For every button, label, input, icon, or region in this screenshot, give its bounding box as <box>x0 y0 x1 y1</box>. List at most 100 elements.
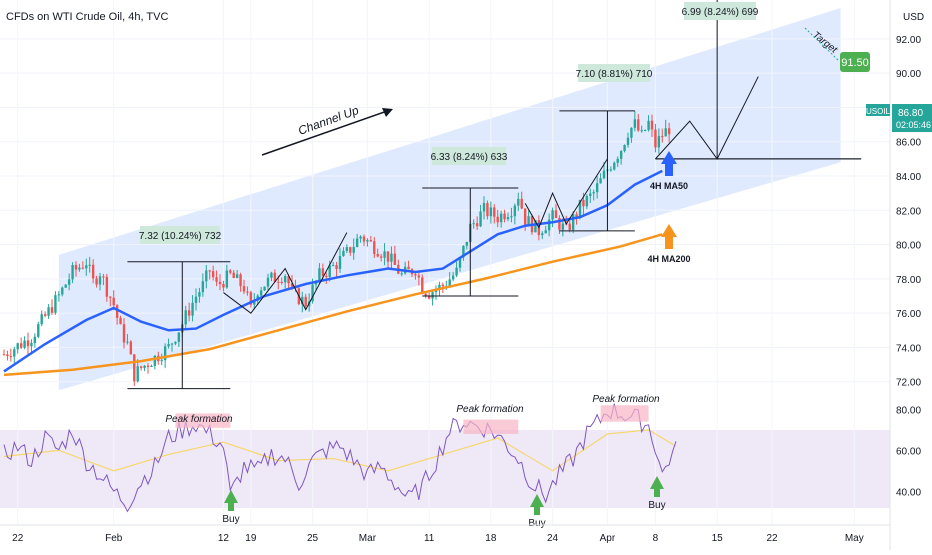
candle-body <box>64 284 67 288</box>
price-tick-label: 90.00 <box>896 69 921 80</box>
candle-body <box>95 278 98 285</box>
price-tick-label: 78.00 <box>896 275 921 286</box>
peak-formation-label-2: Peak formation <box>456 404 524 415</box>
ma200-line <box>3 233 663 377</box>
candle-body <box>630 127 633 138</box>
candle-body <box>496 216 499 223</box>
rsi-tick-label: 80.00 <box>896 405 921 416</box>
price-tick-label: 76.00 <box>896 309 921 320</box>
price-tick-label: 72.00 <box>896 378 921 389</box>
candle-body <box>2 354 6 356</box>
candle-body <box>19 343 23 348</box>
rsi-ticks: 80.00 60.00 40.00 <box>896 405 921 498</box>
rsi-ma-line <box>3 429 677 472</box>
candle-body <box>54 295 57 313</box>
candle-body <box>650 120 654 130</box>
peak-formation-label-1: Peak formation <box>165 414 233 425</box>
candle-body <box>126 341 129 343</box>
candle-body <box>462 245 465 258</box>
candle-body <box>626 137 630 145</box>
candle-body <box>160 360 163 362</box>
candle-body <box>571 214 575 230</box>
time-tick-label: 8 <box>653 533 659 544</box>
candle-body <box>74 264 78 270</box>
candle-body <box>205 270 208 282</box>
measure-label-1: 7.32 (10.24%) 732 <box>139 231 222 242</box>
symbol-badge <box>866 104 890 116</box>
grid-lines <box>0 0 890 525</box>
price-tick-label: 80.00 <box>896 241 921 252</box>
candle-body <box>379 256 383 258</box>
candle-body <box>133 354 136 382</box>
candle-body <box>575 214 578 217</box>
candle-body <box>623 144 626 152</box>
last-price-badge <box>892 104 932 132</box>
candle-body <box>647 120 650 130</box>
candle-body <box>589 193 592 196</box>
candle-body <box>520 198 523 209</box>
candle-body <box>325 275 328 277</box>
candle-body <box>503 213 506 220</box>
candle-body <box>98 276 102 285</box>
candle-body <box>499 213 503 223</box>
ma50-arrow <box>661 151 677 176</box>
channel-arrow-line <box>261 109 391 156</box>
candle-body <box>561 223 565 230</box>
candle-body <box>441 284 445 287</box>
candle-body <box>393 253 397 265</box>
candle-body <box>558 218 561 230</box>
candle-body <box>112 297 115 306</box>
candle-body <box>331 265 335 267</box>
candle-body <box>321 268 325 276</box>
buy-label-2: Buy <box>528 518 545 529</box>
candle-body <box>465 241 469 246</box>
candle-body <box>345 247 349 251</box>
candle-body <box>455 267 458 276</box>
candle-body <box>143 365 146 369</box>
target-value: 91.50 <box>841 57 869 69</box>
candle-body <box>301 296 304 305</box>
candle-body <box>438 284 441 290</box>
candle-body <box>472 223 475 225</box>
candle-body <box>235 274 239 279</box>
candle-body <box>40 314 43 325</box>
candle-body <box>13 349 16 357</box>
candle-body <box>194 296 198 303</box>
candle-body <box>211 271 215 278</box>
candle-body <box>664 128 667 137</box>
candle-body <box>119 317 122 325</box>
candle-body <box>637 119 640 131</box>
candle-body <box>273 272 277 282</box>
symbol-label: USOIL <box>866 107 891 116</box>
candle-body <box>129 341 133 355</box>
candle-body <box>81 267 85 269</box>
measure-box-4 <box>684 2 756 20</box>
candle-body <box>633 119 637 128</box>
price-axis[interactable] <box>890 0 932 550</box>
candle-body <box>263 286 266 291</box>
candle-body <box>270 272 273 278</box>
projection-path <box>655 76 759 160</box>
candle-body <box>222 284 225 288</box>
candle-body <box>592 192 595 194</box>
candle-body <box>657 136 661 148</box>
candle-body <box>578 199 582 217</box>
candle-body <box>400 273 403 275</box>
ma50-line <box>3 169 663 373</box>
candle-body <box>290 283 294 287</box>
candle-body <box>215 277 218 282</box>
candle-body <box>451 275 455 280</box>
candle-body <box>493 207 496 217</box>
candle-body <box>362 236 366 242</box>
candle-body <box>57 294 61 296</box>
candle-body <box>229 270 232 273</box>
candle-body <box>376 253 379 257</box>
candle-body <box>523 208 527 225</box>
rsi-tick-label: 60.00 <box>896 446 921 457</box>
time-tick-label: 19 <box>245 533 257 544</box>
candle-body <box>139 366 143 369</box>
target-badge <box>840 52 870 72</box>
candle-body <box>170 343 174 345</box>
